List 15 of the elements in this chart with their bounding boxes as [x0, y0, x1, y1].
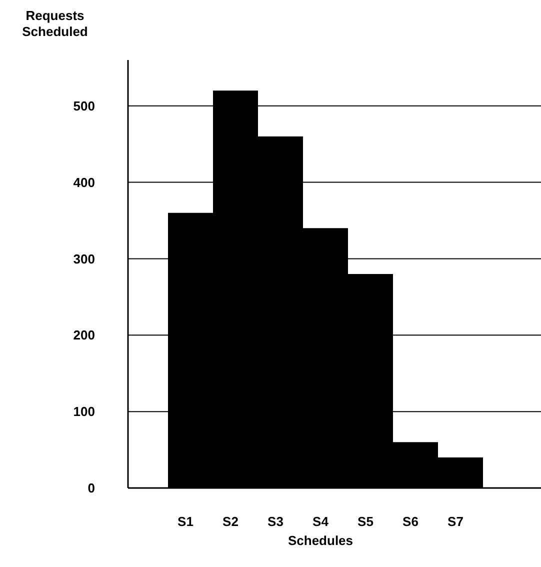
x-tick-label: S4 — [312, 514, 330, 529]
x-tick-label: S5 — [358, 514, 374, 529]
x-tick-label: S2 — [222, 514, 238, 529]
x-tick-label: S7 — [448, 514, 464, 529]
y-tick-label: 100 — [73, 404, 95, 420]
x-tick-label: S6 — [402, 514, 418, 529]
y-tick-label: 0 — [88, 480, 95, 496]
y-axis-title: Requests Scheduled — [22, 8, 88, 39]
y-tick-label: 300 — [73, 251, 95, 266]
x-axis-title: Schedules — [288, 533, 354, 548]
y-tick-label: 200 — [73, 328, 95, 343]
x-tick-label: S1 — [178, 514, 194, 529]
x-tick-label: S3 — [268, 514, 284, 529]
y-tick-label: 500 — [73, 98, 95, 114]
y-tick-label: 400 — [73, 174, 95, 190]
